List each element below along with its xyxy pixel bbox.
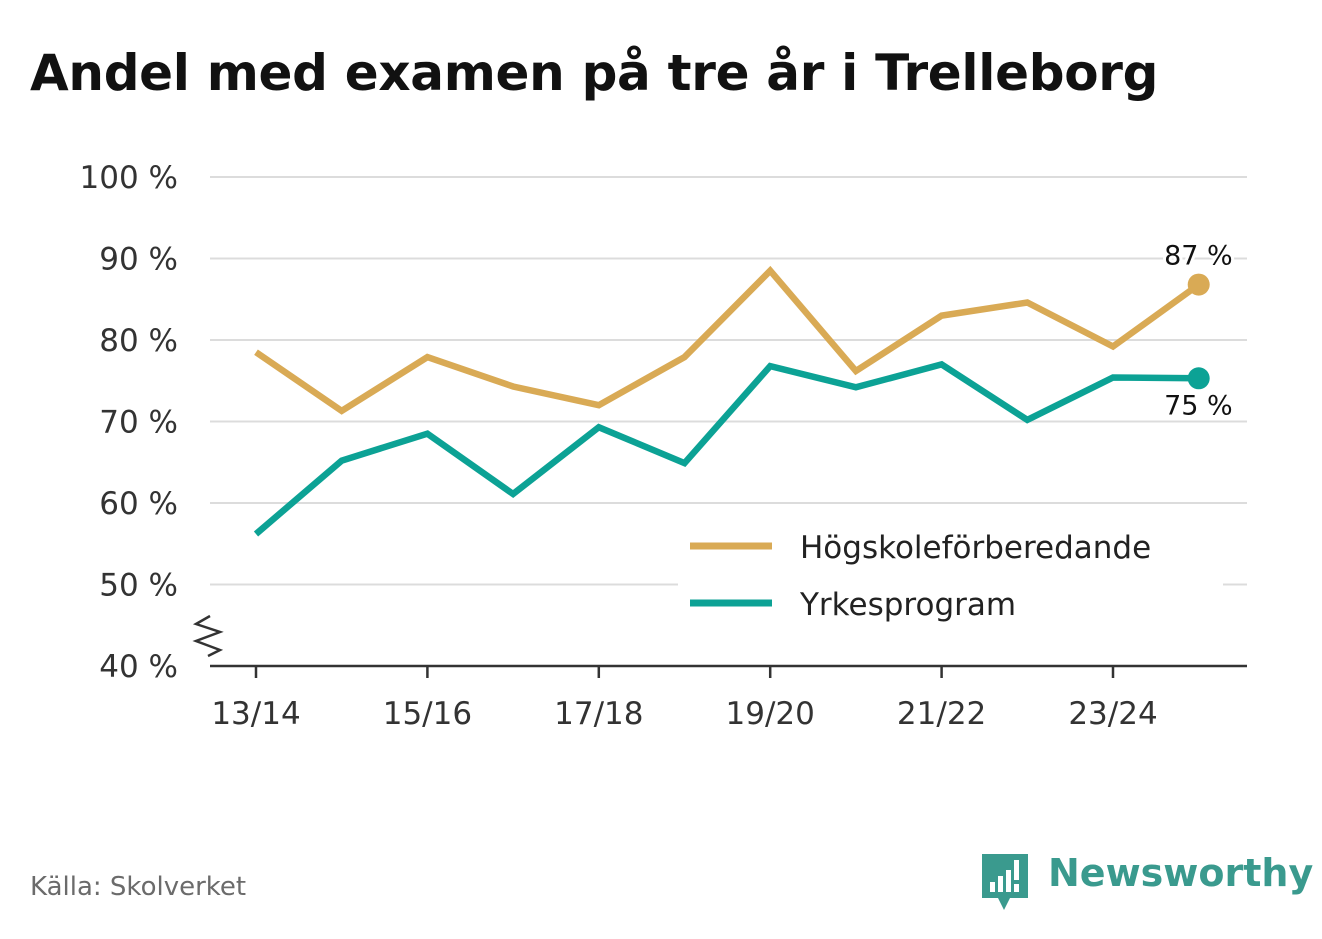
- x-tick-label: 15/16: [383, 696, 472, 732]
- gridlines: [210, 176, 1247, 586]
- source-note: Källa: Skolverket: [30, 872, 247, 902]
- legend: Högskoleförberedande Yrkesprogram: [678, 520, 1223, 632]
- series-lines: 87 % 75 %: [253, 238, 1236, 537]
- y-tick-label: 40 %: [99, 649, 178, 685]
- series-end-marker: [1187, 273, 1210, 296]
- x-tick-label: 13/14: [211, 696, 300, 732]
- newsworthy-logo-icon: [982, 854, 1028, 910]
- x-tick-label: 23/24: [1068, 696, 1157, 732]
- y-tick-label: 50 %: [99, 568, 178, 604]
- x-axis-ticks: 13/14 15/16 17/18 19/20 21/22 23/24: [211, 666, 1158, 732]
- legend-label: Yrkesprogram: [799, 587, 1016, 623]
- chart-title: Andel med examen på tre år i Trelleborg: [30, 44, 1159, 102]
- series-end-label: 75 %: [1164, 390, 1233, 421]
- axis-break-icon: [192, 614, 224, 658]
- legend-label: Högskoleförberedande: [800, 530, 1151, 566]
- y-tick-label: 70 %: [99, 405, 178, 441]
- legend-background: [678, 520, 1223, 632]
- y-tick-label: 100 %: [80, 160, 178, 196]
- y-axis-ticks: 40 % 50 % 60 % 70 % 80 % 90 % 100 %: [80, 160, 178, 685]
- y-tick-label: 80 %: [99, 323, 178, 359]
- x-tick-label: 21/22: [897, 696, 986, 732]
- series-end-label: 87 %: [1164, 241, 1233, 272]
- y-tick-label: 90 %: [99, 242, 178, 278]
- x-tick-label: 19/20: [726, 696, 815, 732]
- series-line: [253, 360, 1199, 537]
- series-end-marker: [1187, 367, 1210, 390]
- brand-name: Newsworthy: [1048, 851, 1314, 895]
- x-axis: [192, 614, 1247, 668]
- y-tick-label: 60 %: [99, 486, 178, 522]
- series-line: [254, 265, 1201, 415]
- x-tick-label: 17/18: [554, 696, 643, 732]
